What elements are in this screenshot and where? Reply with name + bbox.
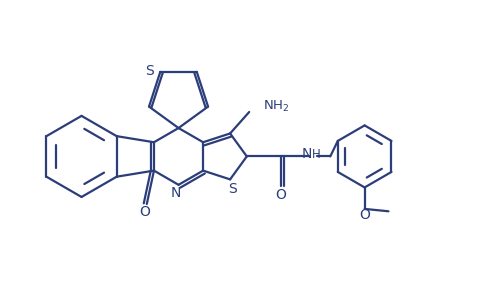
Text: H: H: [312, 148, 321, 161]
Text: N: N: [171, 186, 181, 200]
Text: S: S: [146, 64, 154, 78]
Text: S: S: [228, 182, 237, 196]
Text: N: N: [302, 147, 312, 161]
Text: NH$_2$: NH$_2$: [262, 99, 289, 114]
Text: O: O: [139, 205, 150, 219]
Text: O: O: [276, 188, 287, 202]
Text: O: O: [359, 208, 370, 222]
